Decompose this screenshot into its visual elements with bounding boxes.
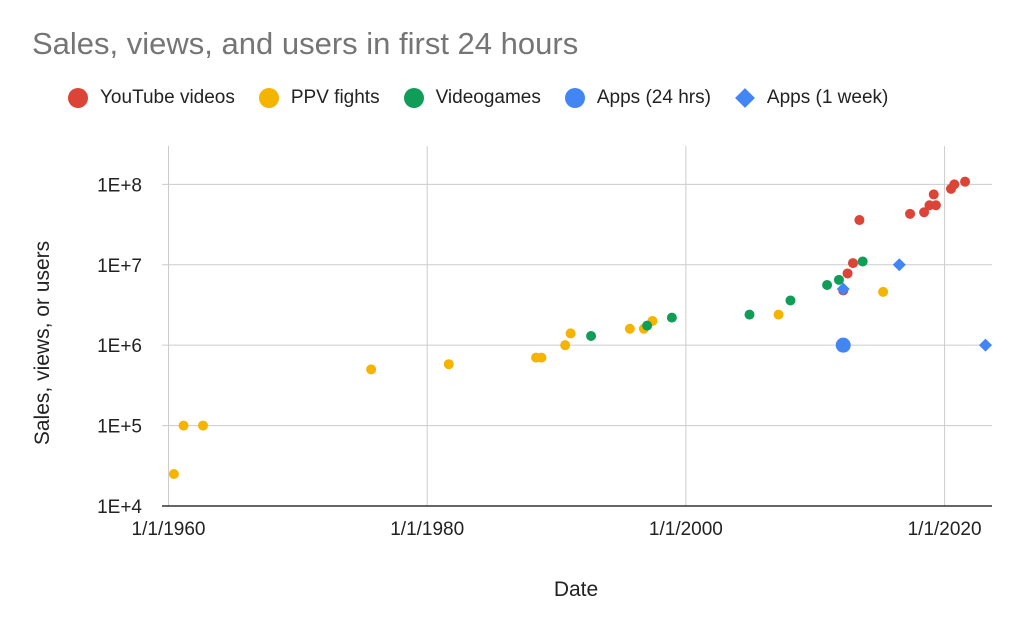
data-points: [168, 176, 992, 480]
gridlines: [162, 146, 992, 507]
legend-swatch-youtube-videos: [68, 88, 88, 108]
point-youtube-videos: [930, 200, 941, 211]
point-videogames: [586, 331, 597, 342]
y-axis-title: Sales, views, or users: [31, 241, 54, 445]
x-tick-label: 1/1/1980: [390, 519, 464, 540]
point-ppv-fights: [560, 340, 571, 351]
x-axis-title: Date: [554, 578, 598, 601]
point-youtube-videos: [919, 207, 930, 218]
point-videogames: [785, 295, 796, 306]
point-youtube-videos: [960, 176, 971, 187]
legend-item-videogames: Videogames: [403, 87, 541, 109]
x-tick-label: 1/1/2020: [908, 519, 982, 540]
point-ppv-fights: [565, 328, 576, 339]
point-youtube-videos: [854, 215, 865, 226]
point-videogames: [857, 256, 868, 267]
legend-swatch-videogames: [403, 88, 424, 108]
point-apps-1-week: [892, 258, 906, 272]
point-ppv-fights: [624, 323, 635, 334]
legend-label-apps-1-week: Apps (1 week): [766, 87, 889, 108]
legend-label-apps-24-hrs: Apps (24 hrs): [596, 87, 711, 108]
legend-label-ppv-fights: PPV fights: [290, 87, 380, 108]
point-youtube-videos: [928, 189, 939, 200]
point-youtube-videos: [847, 258, 858, 269]
point-videogames: [744, 309, 755, 320]
legend-item-apps-24-hrs: Apps (24 hrs): [564, 87, 711, 109]
legend: YouTube videos PPV fights Videogames App…: [68, 83, 912, 113]
point-apps-1-week: [836, 282, 850, 296]
y-tick-label: 1E+8: [97, 175, 142, 196]
point-ppv-fights: [168, 469, 179, 480]
point-ppv-fights: [178, 420, 189, 431]
legend-item-apps-1-week: Apps (1 week): [735, 87, 888, 109]
point-apps-1-week: [978, 338, 992, 352]
legend-swatch-ppv-fights: [258, 88, 279, 108]
legend-swatch-apps-24-hrs: [564, 88, 585, 108]
point-videogames: [833, 274, 844, 285]
point-videogames: [666, 312, 677, 323]
y-tick-label: 1E+4: [97, 497, 142, 518]
point-ppv-fights: [198, 420, 209, 431]
axes: 1E+4 1E+5 1E+6 1E+7 1E+8 1/1/1960 1/1/1980 1/1/…: [97, 175, 992, 540]
point-youtube-videos: [842, 268, 853, 279]
point-youtube-videos: [905, 208, 916, 219]
point-ppv-fights: [773, 309, 784, 320]
legend-label-youtube-videos: YouTube videos: [100, 87, 235, 108]
point-videogames: [822, 280, 833, 291]
point-ppv-fights: [878, 286, 889, 297]
point-ppv-fights: [366, 364, 377, 375]
chart-title: Sales, views, and users in first 24 hour…: [32, 26, 579, 61]
point-videogames: [642, 320, 653, 331]
point-apps-24-hrs: [835, 337, 851, 353]
y-tick-label: 1E+5: [97, 417, 142, 438]
x-tick-label: 1/1/2000: [649, 519, 723, 540]
y-tick-label: 1E+7: [97, 256, 142, 277]
legend-label-videogames: Videogames: [435, 87, 541, 108]
legend-item-youtube-videos: YouTube videos: [68, 87, 235, 109]
x-tick-label: 1/1/1960: [132, 519, 206, 540]
point-ppv-fights: [536, 352, 547, 363]
point-ppv-fights: [443, 359, 454, 370]
legend-item-ppv-fights: PPV fights: [258, 87, 380, 109]
y-tick-label: 1E+6: [97, 336, 142, 357]
point-youtube-videos: [949, 179, 960, 190]
